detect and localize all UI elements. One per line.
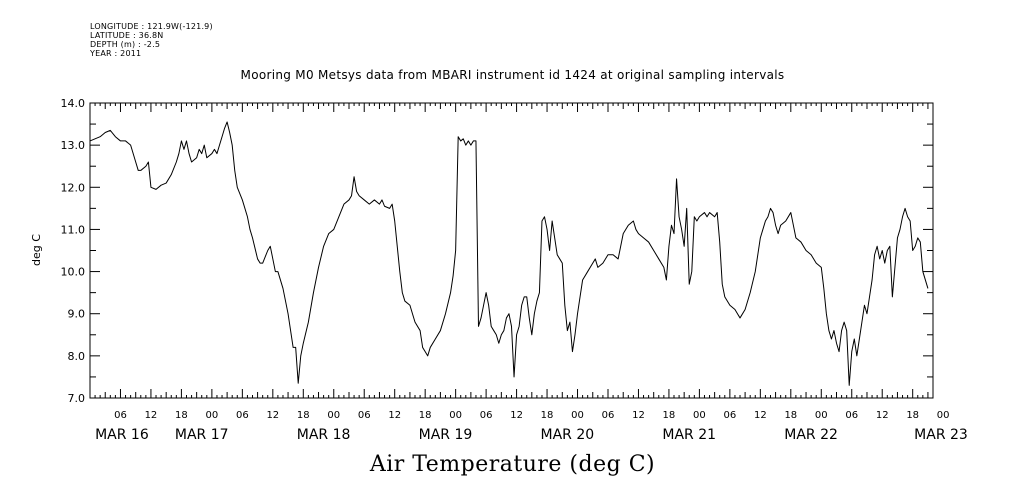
y-tick-label: 8.0 (68, 350, 86, 363)
x-day-label: MAR 20 (541, 427, 595, 443)
y-tick-label: 14.0 (61, 97, 86, 110)
x-hour-label: 00 (206, 410, 219, 421)
x-hour-label: 18 (419, 410, 432, 421)
mooring-metadata: LONGITUDE : 121.9W(-121.9) LATITUDE : 36… (90, 22, 213, 58)
x-hour-label: 12 (266, 410, 279, 421)
x-hour-label: 12 (754, 410, 767, 421)
depth-label: DEPTH (m) : -2.5 (90, 40, 161, 49)
x-hour-label: 18 (541, 410, 554, 421)
y-tick-label: 12.0 (61, 181, 86, 194)
x-hour-label: 00 (327, 410, 340, 421)
year-label: YEAR : 2011 (90, 49, 142, 58)
y-tick-label: 13.0 (61, 139, 86, 152)
x-day-label: MAR 18 (297, 427, 351, 443)
x-axis-title: Air Temperature (deg C) (369, 452, 656, 477)
x-hour-label: 00 (937, 410, 950, 421)
x-hour-label: 12 (632, 410, 645, 421)
x-day-label: MAR 22 (784, 427, 838, 443)
longitude-label: LONGITUDE : 121.9W(-121.9) (90, 22, 213, 31)
x-hour-label: 00 (693, 410, 706, 421)
x-day-label: MAR 23 (914, 427, 968, 443)
y-tick-label: 9.0 (68, 308, 86, 321)
y-tick-label: 10.0 (61, 266, 86, 279)
x-hour-label: 18 (906, 410, 919, 421)
x-hour-label: 18 (663, 410, 676, 421)
x-hour-label: 06 (480, 410, 493, 421)
x-day-label: MAR 19 (419, 427, 473, 443)
x-hour-label: 06 (602, 410, 615, 421)
x-hour-label: 06 (358, 410, 371, 421)
x-hour-label: 12 (145, 410, 158, 421)
chart-title: Mooring M0 Metsys data from MBARI instru… (240, 68, 785, 82)
x-hour-label: 18 (297, 410, 310, 421)
x-day-label: MAR 17 (175, 427, 229, 443)
latitude-label: LATITUDE : 36.8N (90, 31, 164, 40)
y-axis-label: deg C (30, 234, 43, 266)
x-hour-label: 06 (724, 410, 737, 421)
x-hour-label: 18 (175, 410, 188, 421)
x-day-label: MAR 16 (95, 427, 149, 443)
x-day-label: MAR 21 (662, 427, 716, 443)
x-hour-label: 12 (876, 410, 889, 421)
y-tick-label: 11.0 (61, 223, 86, 236)
x-hour-label: 06 (114, 410, 127, 421)
x-hour-label: 12 (388, 410, 401, 421)
x-hour-label: 06 (236, 410, 249, 421)
temperature-series-line (89, 121, 929, 386)
x-hour-label: 00 (571, 410, 584, 421)
x-hour-label: 12 (510, 410, 523, 421)
x-hour-label: 00 (449, 410, 462, 421)
x-hour-label: 06 (845, 410, 858, 421)
x-hour-label: 18 (784, 410, 797, 421)
y-tick-label: 7.0 (68, 392, 86, 405)
x-hour-label: 00 (815, 410, 828, 421)
